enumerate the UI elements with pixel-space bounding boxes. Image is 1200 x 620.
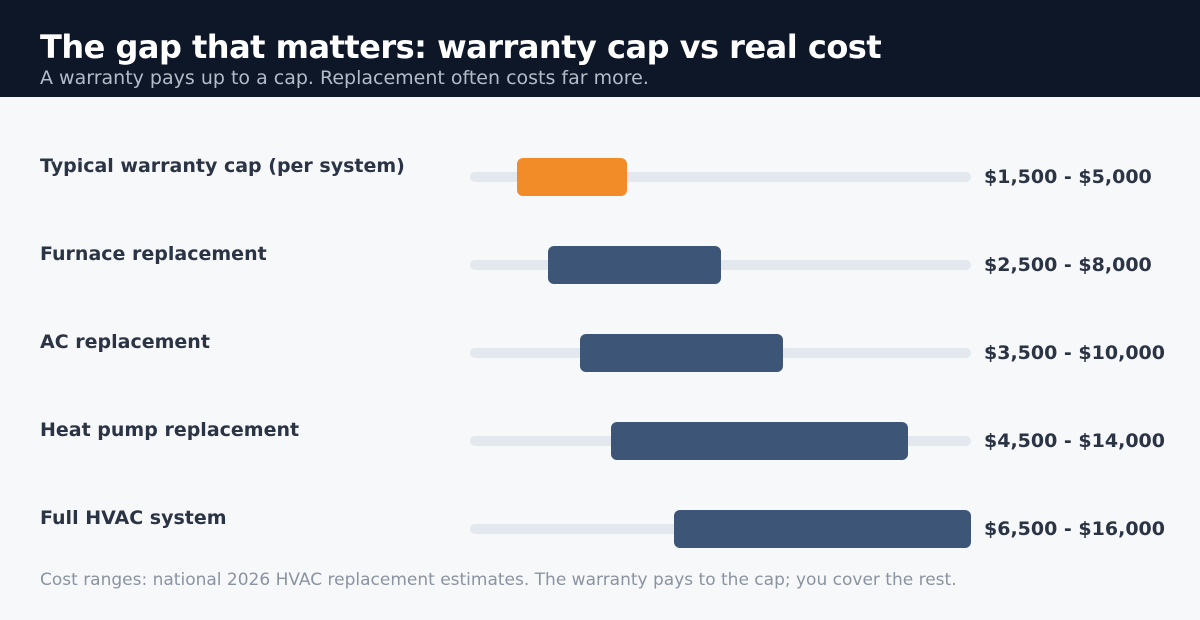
- replacement-cost-bar: [579, 334, 784, 372]
- range-value-label: $4,500 - $14,000: [984, 430, 1165, 452]
- footnote: Cost ranges: national 2026 HVAC replacem…: [40, 570, 957, 590]
- category-label: Full HVAC system: [40, 507, 227, 529]
- chart-subtitle: A warranty pays up to a cap. Replacement…: [40, 67, 649, 89]
- replacement-cost-bar: [610, 422, 909, 460]
- range-value-label: $6,500 - $16,000: [984, 518, 1165, 540]
- bar-track: [470, 172, 971, 182]
- range-value-label: $2,500 - $8,000: [984, 254, 1152, 276]
- category-label: Typical warranty cap (per system): [40, 155, 405, 177]
- replacement-cost-bar: [673, 510, 971, 548]
- range-value-label: $1,500 - $5,000: [984, 166, 1152, 188]
- range-value-label: $3,500 - $10,000: [984, 342, 1165, 364]
- replacement-cost-bar: [548, 246, 721, 284]
- category-label: Furnace replacement: [40, 243, 267, 265]
- chart-title: The gap that matters: warranty cap vs re…: [40, 28, 882, 66]
- category-label: AC replacement: [40, 331, 210, 353]
- bar-track: [470, 260, 971, 270]
- header-banner: The gap that matters: warranty cap vs re…: [0, 0, 1200, 97]
- warranty-cap-bar: [516, 158, 627, 196]
- category-label: Heat pump replacement: [40, 419, 300, 441]
